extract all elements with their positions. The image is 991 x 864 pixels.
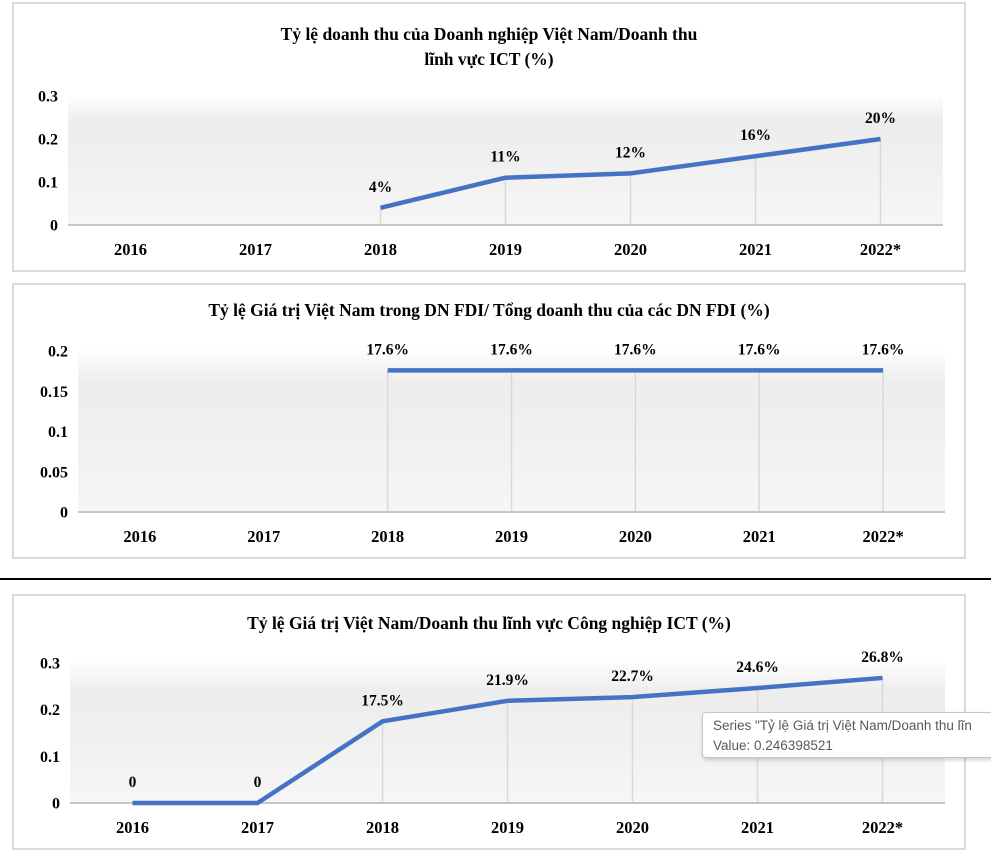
line-chart-plot[interactable]: 0 0.05 0.1 0.15 0.2 2016 2017 2018 2019 2020 2021 2… (14, 285, 964, 557)
data-label: 4% (369, 179, 392, 196)
y-tick-label: 0.15 (40, 384, 68, 401)
chart-fdi-value-ratio-card: Tỷ lệ Giá trị Việt Nam trong DN FDI/ Tổn… (12, 283, 966, 559)
data-label: 12% (615, 144, 646, 161)
x-tick-label: 2022* (860, 240, 901, 259)
chart-title-line-1: Tỷ lệ Giá trị Việt Nam trong DN FDI/ Tổn… (208, 300, 770, 320)
data-label: 22.7% (611, 668, 654, 685)
x-tick-label: 2021 (741, 818, 774, 837)
data-label: 17.6% (862, 341, 905, 358)
data-label: 17.5% (361, 692, 404, 709)
x-tick-label: 2021 (743, 527, 776, 546)
x-tick-label: 2018 (364, 240, 397, 259)
data-label: 20% (865, 110, 896, 127)
tooltip-series-text: Series "Tỷ lệ Giá trị Việt Nam/Doanh thu… (713, 718, 972, 733)
x-tick-label: 2019 (495, 527, 528, 546)
x-tick-label: 2020 (614, 240, 647, 259)
data-label: 26.8% (861, 649, 904, 666)
tooltip-value-text: Value: 0.246398521 (713, 738, 833, 753)
chart-title-line-1: Tỷ lệ Giá trị Việt Nam/Doanh thu lĩnh vự… (247, 613, 731, 633)
y-tick-label: 0 (52, 796, 60, 813)
x-tick-label: 2019 (489, 240, 522, 259)
x-tick-label: 2017 (239, 240, 272, 259)
chart-title-line-2: lĩnh vực ICT (%) (424, 49, 554, 69)
chart-title-line-1: Tỷ lệ doanh thu của Doanh nghiệp Việt Na… (280, 24, 698, 44)
x-tick-label: 2022* (862, 527, 903, 546)
x-tick-label: 2017 (247, 527, 280, 546)
x-tick-label: 2017 (241, 818, 274, 837)
data-label: 17.6% (366, 341, 409, 358)
data-label: 0 (129, 774, 137, 791)
data-label: 24.6% (736, 659, 779, 676)
x-tick-label: 2021 (739, 240, 772, 259)
data-label: 21.9% (486, 672, 529, 689)
x-tick-label: 2016 (123, 527, 156, 546)
x-tick-label: 2018 (371, 527, 404, 546)
data-label: 0 (254, 774, 262, 791)
y-tick-label: 0 (60, 505, 68, 522)
data-label: 16% (740, 127, 771, 144)
data-label: 17.6% (614, 341, 657, 358)
data-label: 11% (490, 149, 520, 166)
y-tick-label: 0.2 (48, 344, 68, 361)
chart-tooltip: Series "Tỷ lệ Giá trị Việt Nam/Doanh thu… (702, 712, 991, 758)
chart-title: Tỷ lệ Giá trị Việt Nam/Doanh thu lĩnh vự… (14, 611, 964, 636)
x-tick-label: 2018 (366, 818, 399, 837)
y-tick-label: 0.1 (38, 175, 58, 192)
series-line[interactable] (132, 675, 883, 806)
x-tick-label: 2020 (619, 527, 652, 546)
y-tick-label: 0.3 (40, 656, 60, 673)
data-label: 17.6% (490, 341, 533, 358)
chart-title: Tỷ lệ doanh thu của Doanh nghiệp Việt Na… (14, 22, 964, 72)
x-tick-label: 2020 (616, 818, 649, 837)
y-tick-label: 0.05 (40, 464, 68, 481)
series-line[interactable] (379, 136, 881, 210)
x-tick-label: 2016 (116, 818, 149, 837)
chart-title: Tỷ lệ Giá trị Việt Nam trong DN FDI/ Tổn… (14, 298, 964, 323)
x-tick-label: 2022* (862, 818, 903, 837)
x-tick-label: 2019 (491, 818, 524, 837)
x-tick-label: 2016 (114, 240, 147, 259)
divider-line (0, 578, 991, 580)
line-chart-plot[interactable]: 0 0.1 0.2 0.3 2016 2017 2018 2019 2020 2021 2022* 4… (14, 4, 964, 270)
y-tick-label: 0 (50, 218, 58, 235)
y-tick-label: 0.1 (40, 749, 60, 766)
data-label: 17.6% (738, 341, 781, 358)
y-tick-label: 0.1 (48, 424, 68, 441)
chart-ict-revenue-ratio-card: Tỷ lệ doanh thu của Doanh nghiệp Việt Na… (12, 2, 966, 272)
y-tick-label: 0.3 (38, 89, 58, 106)
y-tick-label: 0.2 (38, 132, 58, 149)
y-tick-label: 0.2 (40, 702, 60, 719)
